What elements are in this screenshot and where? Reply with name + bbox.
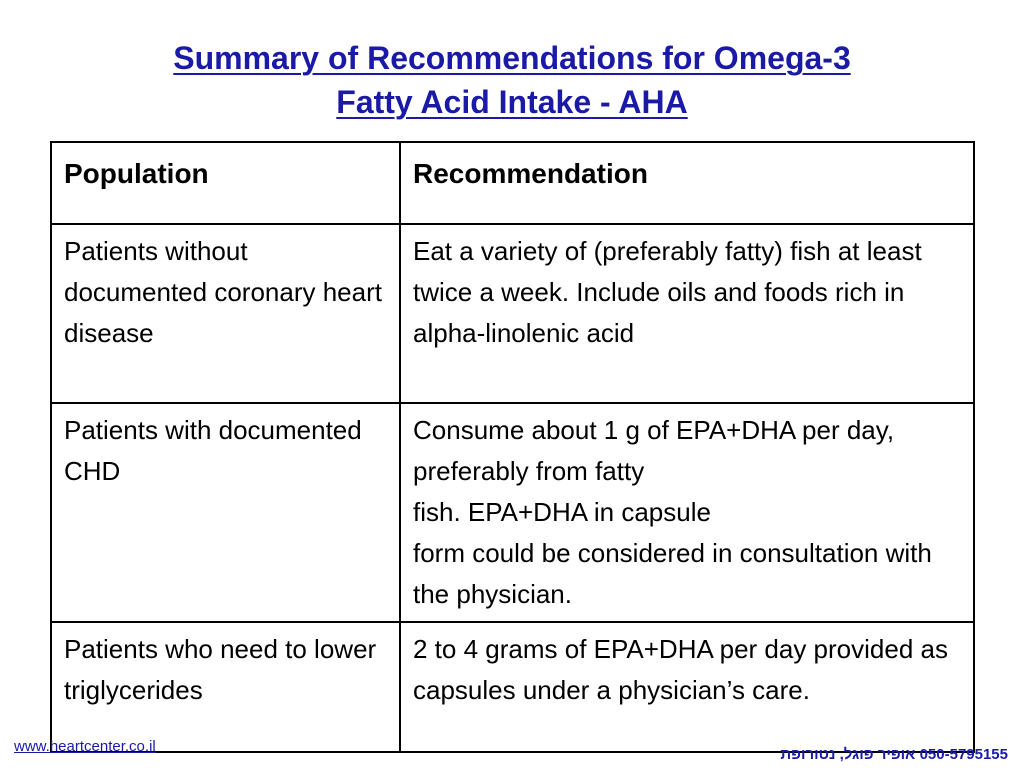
recommendation-cell: Eat a variety of (preferably fatty) fish… xyxy=(399,223,975,404)
footer-contact: 050-5795155 אופיר פוגל, נטורופת xyxy=(780,746,1008,763)
recommendations-table: Population Recommendation Patients witho… xyxy=(50,141,975,753)
slide-title-line1: Summary of Recommendations for Omega-3 xyxy=(173,40,851,76)
table-header-row: Population Recommendation xyxy=(50,141,975,225)
population-cell: Patients with documented CHD xyxy=(50,402,401,623)
header-population: Population xyxy=(50,141,401,225)
table-row: Patients with documented CHD Consume abo… xyxy=(50,402,975,623)
recommendation-cell: 2 to 4 grams of EPA+DHA per day provided… xyxy=(399,621,975,753)
table-row: Patients who need to lower triglycerides… xyxy=(50,621,975,753)
recommendation-cell: Consume about 1 g of EPA+DHA per day, pr… xyxy=(399,402,975,623)
slide-title: Summary of Recommendations for Omega-3 F… xyxy=(0,36,1024,124)
footer-website-link[interactable]: www.heartcenter.co.il xyxy=(14,738,156,755)
population-cell: Patients without documented coronary hea… xyxy=(50,223,401,404)
slide-title-line2: Fatty Acid Intake - AHA xyxy=(336,84,688,120)
population-cell: Patients who need to lower triglycerides xyxy=(50,621,401,753)
header-recommendation: Recommendation xyxy=(399,141,975,225)
table-row: Patients without documented coronary hea… xyxy=(50,223,975,404)
